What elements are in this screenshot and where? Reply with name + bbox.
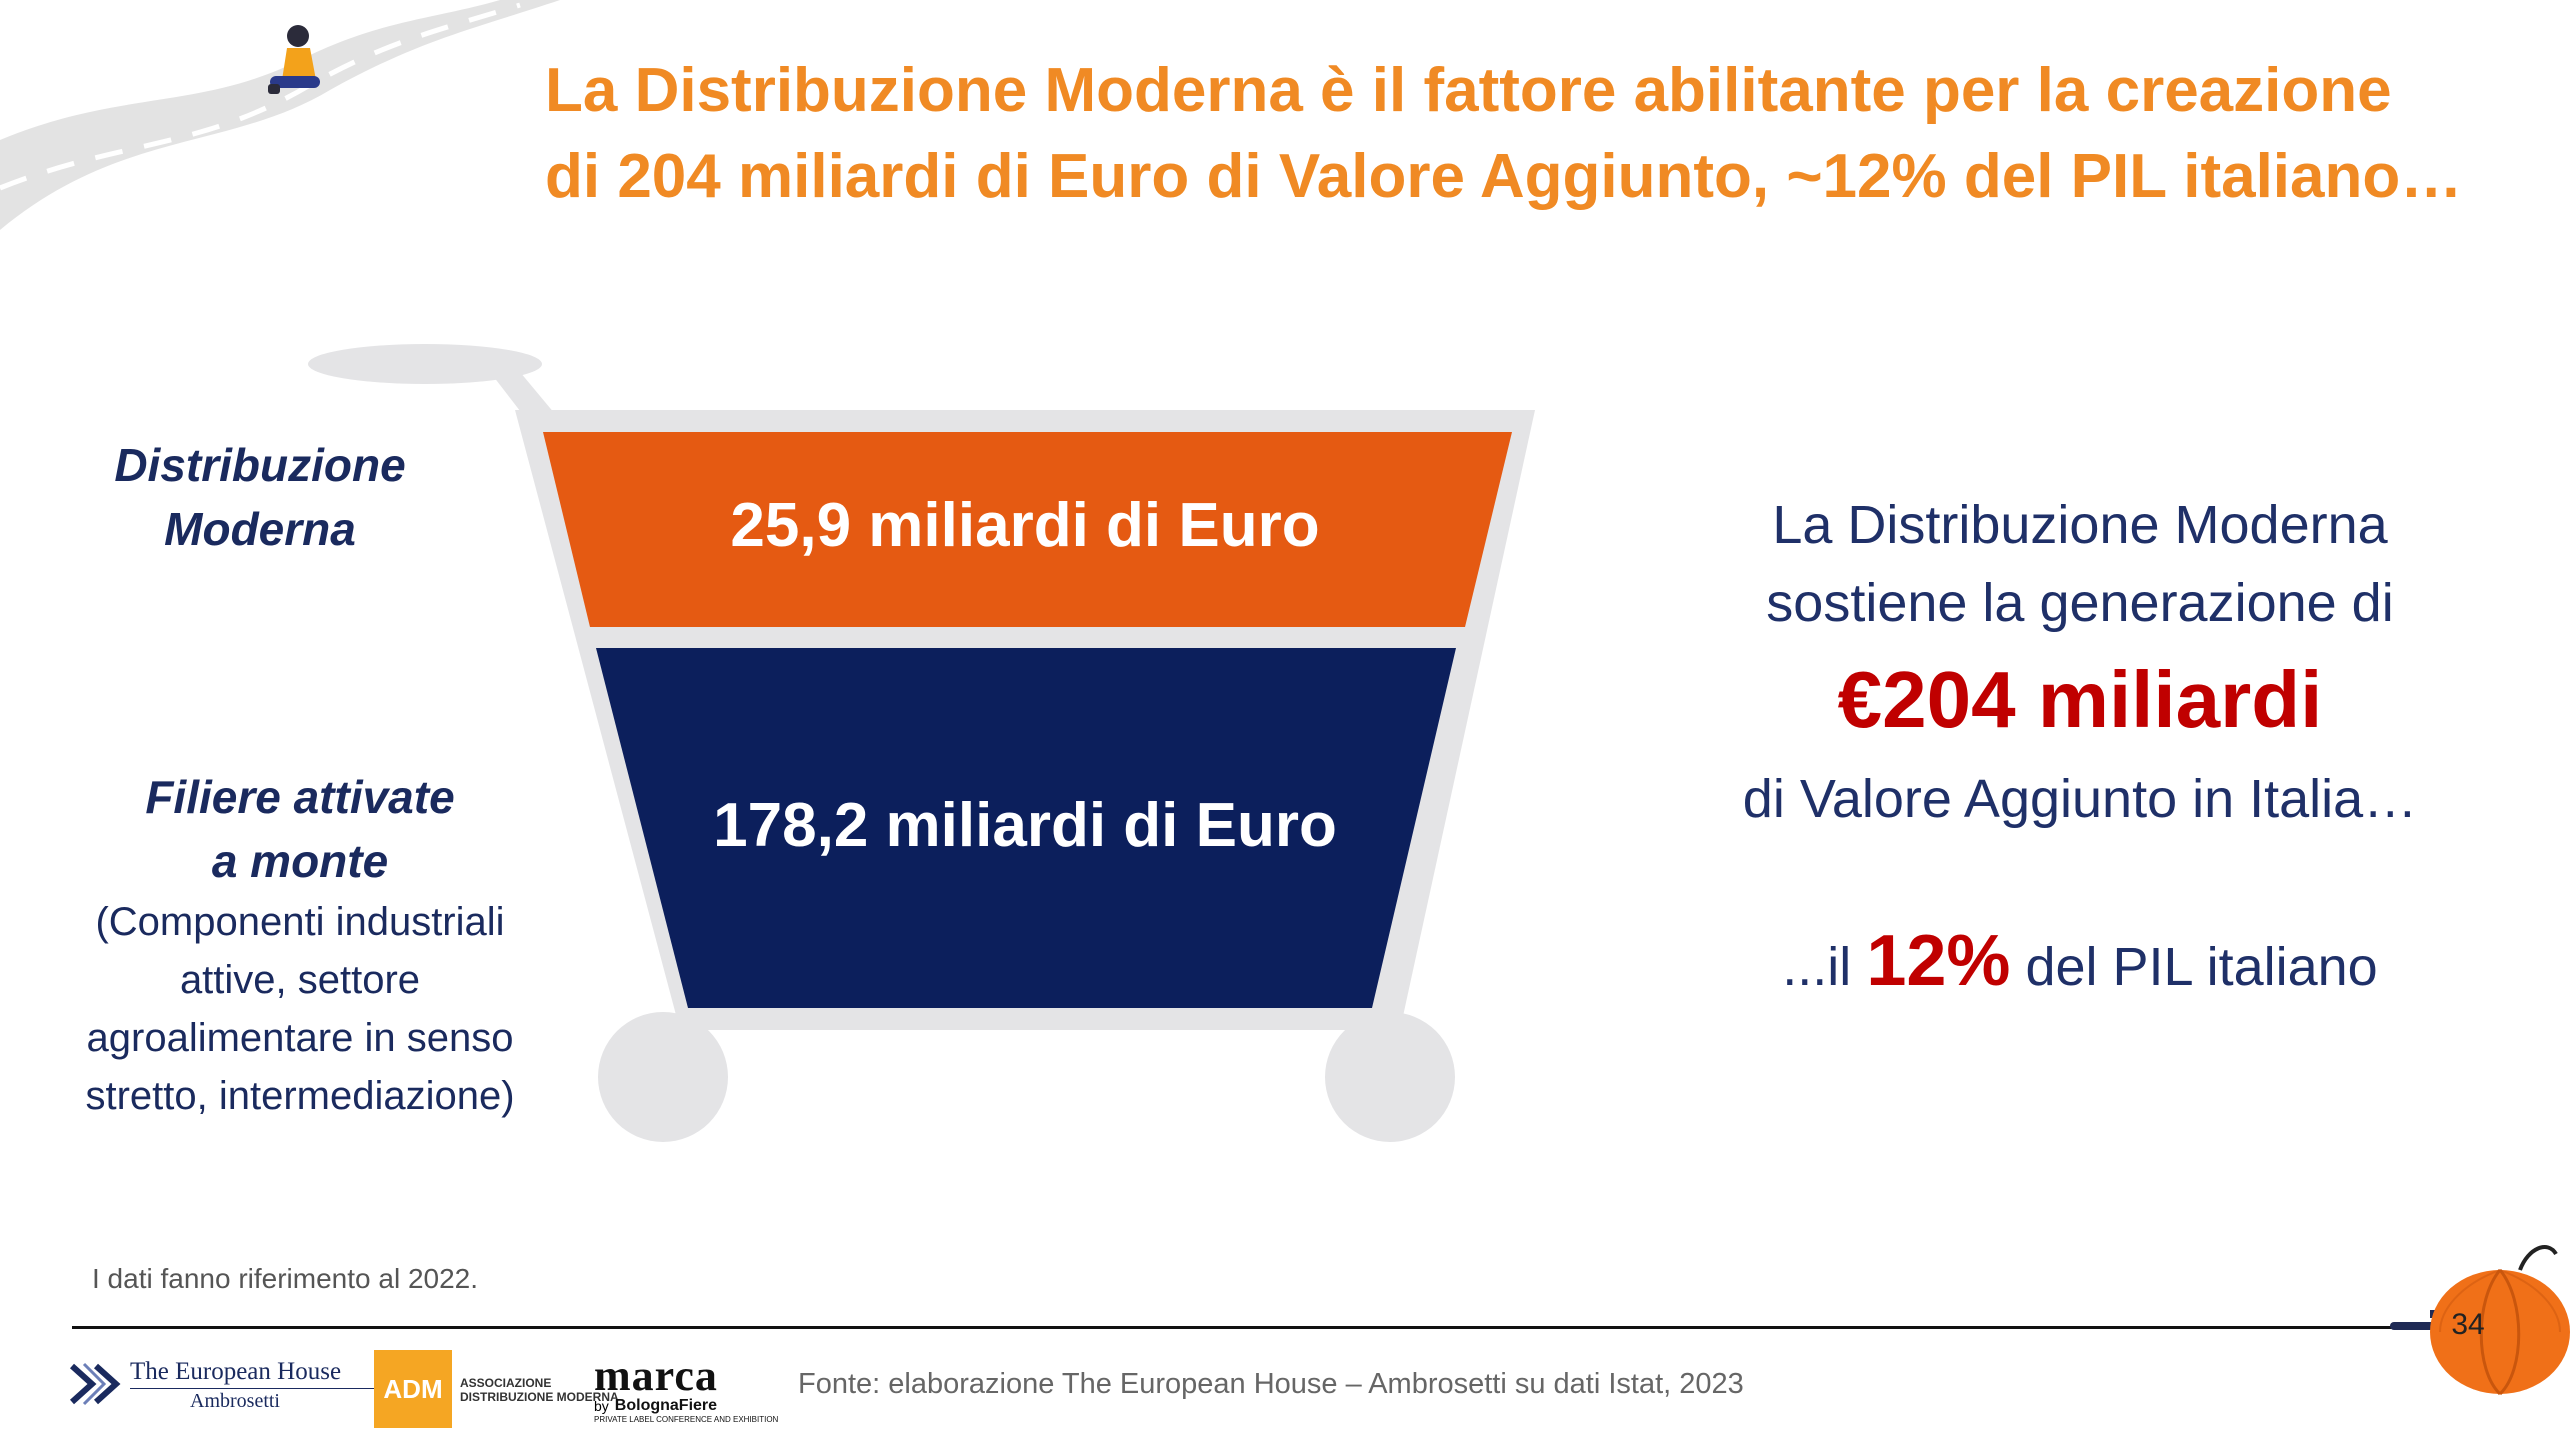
dm-value: 25,9 miliardi di Euro [730, 491, 1320, 560]
label-dm-line-1: Distribuzione [114, 439, 406, 491]
teh-logo-line-2: Ambrosetti [190, 1390, 280, 1412]
cart-wheel-left [598, 1012, 728, 1142]
footer-divider [72, 1326, 2552, 1329]
adm-logo-text: ASSOCIAZIONE DISTRIBUZIONE MODERNA [460, 1376, 619, 1404]
right-text-line-4: di Valore Aggiunto in Italia… [1742, 769, 2418, 829]
source-note: Fonte: elaborazione The European House –… [798, 1368, 1744, 1400]
woman-icon [268, 25, 320, 94]
cart-handle-post [490, 372, 560, 420]
cart-bar-navy [596, 648, 1456, 1008]
data-year-note: I dati fanno riferimento al 2022. [92, 1263, 479, 1294]
adm-logo: ADM [374, 1350, 452, 1428]
pil-value: 12% [1866, 921, 2011, 1001]
filiere-desc-line: agroalimentare in senso [86, 1016, 514, 1060]
marca-bolognafiere-logo: marca by BolognaFiere PRIVATE LABEL CONF… [594, 1350, 779, 1424]
pil-prefix: ...il [1782, 937, 1852, 997]
road-illustration [0, 0, 560, 230]
cart-wheel-right [1325, 1012, 1455, 1142]
right-text-line-1: La Distribuzione Moderna [1772, 495, 2388, 555]
big-value-204: €204 miliardi [1837, 655, 2323, 744]
teh-logo-line-1: The European House [130, 1358, 342, 1385]
title-line-2: di 204 miliardi di Euro di Valore Aggiun… [545, 142, 2463, 211]
pumpkin-illustration [2390, 1245, 2570, 1396]
teh-logo-icon [69, 1362, 121, 1406]
slide-title: La Distribuzione Moderna è il fattore ab… [545, 48, 2545, 220]
label-filiere-line-2: a monte [211, 835, 389, 887]
marca-by: by [594, 1398, 609, 1414]
filiere-desc-line: stretto, intermediazione) [85, 1074, 515, 1118]
label-filiere-line-1: Filiere attivate [145, 771, 455, 823]
pil-suffix: del PIL italiano [2025, 937, 2378, 997]
adm-logo-line-1: ASSOCIAZIONE [460, 1376, 552, 1390]
page-number: 34 [2451, 1308, 2485, 1341]
adm-logo-line-2: DISTRIBUZIONE MODERNA [460, 1390, 619, 1404]
label-distribuzione-moderna: Distribuzione Moderna [60, 433, 460, 561]
pil-statement: ...il 12% del PIL italiano [1580, 920, 2576, 1002]
cart-bar-orange [543, 432, 1512, 627]
label-filiere-attivate: Filiere attivate a monte [40, 765, 560, 893]
filiere-value: 178,2 miliardi di Euro [713, 791, 1337, 860]
shopping-cart-graphic [308, 344, 1535, 1142]
filiere-desc-line: (Componenti industriali [95, 900, 505, 944]
teh-ambrosetti-logo: The European House Ambrosetti [66, 1356, 420, 1416]
label-dm-line-2: Moderna [164, 503, 356, 555]
label-filiere-description: (Componenti industriali attive, settore … [30, 893, 570, 1125]
bolognafiere-name: BolognaFiere [614, 1397, 718, 1414]
title-line-1: La Distribuzione Moderna è il fattore ab… [545, 56, 2392, 125]
right-text-line-2: sostiene la generazione di [1766, 573, 2394, 633]
marca-tagline: PRIVATE LABEL CONFERENCE AND EXHIBITION [594, 1415, 779, 1424]
cart-handle-plate [308, 344, 542, 384]
filiere-desc-line: attive, settore [179, 958, 421, 1002]
marca-wordmark: marca [594, 1351, 718, 1400]
